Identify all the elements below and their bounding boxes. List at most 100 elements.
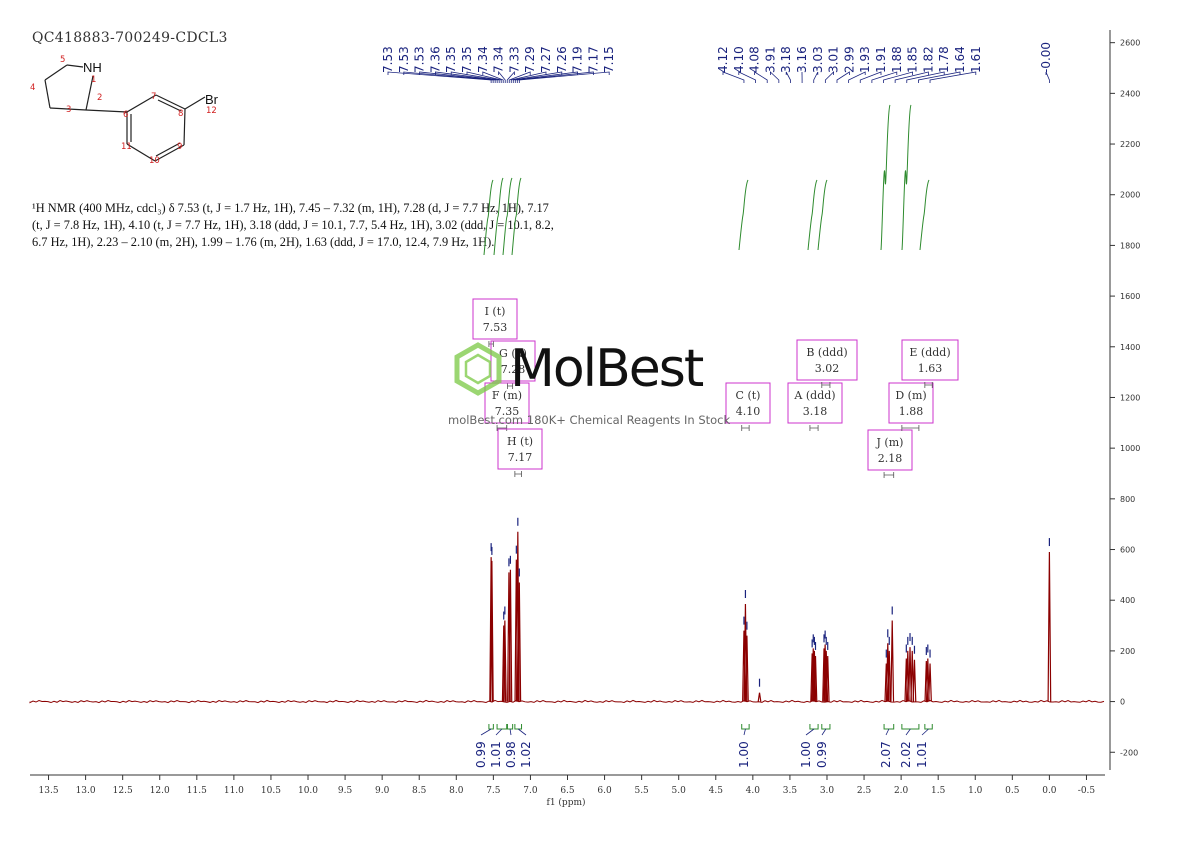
peak-label: 4.10: [732, 46, 746, 73]
multiplet-range-bracket: [901, 425, 920, 431]
multiplet-open-paren: (: [517, 435, 525, 448]
multiplet-shift: 1.88: [899, 405, 924, 418]
peak-label-leader: [512, 71, 563, 83]
integral-curve: [738, 179, 749, 251]
spectrum-peak: [745, 635, 749, 702]
y-tick-label: 600: [1120, 546, 1135, 555]
x-tick-label: 10.0: [298, 786, 318, 796]
peak-label: 4.08: [748, 46, 762, 73]
integral-bracket: [821, 724, 831, 730]
peak-label-leader: [848, 71, 866, 83]
peak-label: 7.29: [523, 46, 537, 73]
integral-leader: [495, 728, 503, 736]
multiplet-letter: H: [507, 435, 517, 448]
peak-label: 7.34: [476, 46, 490, 73]
integral-bracket: [488, 724, 494, 730]
peak-label: 7.19: [571, 46, 585, 73]
x-tick-label: 9.0: [375, 786, 390, 796]
atom-label-9: 9: [177, 142, 182, 152]
peak-label: 7.34: [492, 46, 506, 73]
multiplet-title: J (m): [876, 436, 904, 449]
multiplet-open-paren: (: [500, 389, 508, 402]
sample-id: QC418883-700249-CDCL3: [32, 30, 228, 46]
y-tick-label: 1200: [1120, 393, 1140, 402]
y-tick-label: 1400: [1120, 343, 1140, 352]
x-tick-label: 12.0: [150, 786, 170, 796]
atom-label-8: 8: [178, 109, 183, 119]
multiplet-shift: 4.10: [736, 405, 761, 418]
atom-label-6: 6: [123, 110, 128, 120]
peak-label: 1.64: [953, 46, 967, 73]
multiplet-title: F (m): [492, 389, 522, 402]
x-tick-label: 8.5: [412, 786, 427, 796]
multiplet-letter: B: [806, 346, 814, 359]
integral-curve: [817, 179, 828, 251]
y-tick-label: 2600: [1120, 39, 1140, 48]
peak-label-leader: [482, 71, 504, 83]
multiplet-b: B (ddd)3.02: [796, 339, 858, 388]
spectrum-peak: [887, 650, 892, 702]
y-tick-label: 200: [1120, 647, 1135, 656]
multiplet-shift: 7.53: [483, 321, 508, 334]
multiplet-shift: 7.35: [495, 405, 520, 418]
multiplet-close-paren: ): [843, 346, 847, 359]
y-ticks: -200 0 200 400 600 800 1000 1200 1400 1600 1800 200…: [1110, 39, 1140, 757]
y-tick-label: -200: [1120, 748, 1138, 757]
peak-label-leader: [435, 71, 498, 83]
y-tick-label: 1600: [1120, 292, 1140, 301]
integral-curve: [483, 179, 494, 256]
spectrum-peaks: [489, 531, 1052, 702]
integral-leader: [921, 728, 929, 736]
multiplet-open-paren: (: [508, 347, 516, 360]
multiplet-range-bracket: [507, 383, 514, 389]
multiplet-close-paren: ): [899, 436, 903, 449]
integral-value: 2.02: [899, 741, 913, 768]
spectrum-peak: [825, 655, 830, 702]
peak-label: 1.91: [874, 46, 888, 73]
multiplet-title: E (ddd): [909, 346, 950, 359]
x-tick-label: 11.5: [187, 786, 207, 796]
multiplet-box: [901, 339, 959, 381]
structure-bonds: [44, 64, 206, 162]
br-label: Br: [205, 92, 219, 107]
multiplet-open-paren: (: [881, 436, 889, 449]
y-tick-label: 2400: [1120, 89, 1140, 98]
peak-label-leader: [498, 70, 506, 83]
atom-numbers: 1 2 3 4 5 6 7 8 9 10 11 12: [30, 55, 217, 166]
peak-label: 3.01: [827, 46, 841, 73]
multiplet-letter: E: [909, 346, 917, 359]
peak-label-leader: [387, 71, 492, 83]
multiplet-close-paren: ): [946, 346, 950, 359]
x-tick-label: 13.0: [76, 786, 96, 796]
peak-label-leader: [510, 71, 547, 83]
peak-label-leader: [836, 71, 850, 83]
nmr-description: ¹H NMR (400 MHz, cdcl₃) δ 7.53 (t, J = 1…: [32, 200, 612, 251]
peak-label-leader: [1045, 71, 1050, 83]
spectrum-peak: [912, 659, 917, 702]
integral-bracket: [901, 724, 920, 730]
peak-label-leader: [419, 71, 496, 83]
integral-curve: [807, 179, 818, 251]
spectrum-peak: [517, 582, 522, 702]
multiplet-box: [725, 382, 771, 424]
multiplet-shift: 7.28: [501, 363, 526, 376]
multiplet-close-paren: ): [523, 347, 527, 360]
peak-label-leader: [859, 71, 882, 83]
multiplet-g: G (d) 7.28: [490, 340, 536, 389]
x-tick-label: 2.0: [894, 786, 909, 796]
multiplet-open-paren: (: [744, 389, 752, 402]
spectrum-peak: [757, 692, 762, 702]
x-tick-label: 2.5: [857, 786, 872, 796]
peak-label: 1.93: [858, 46, 872, 73]
x-tick-label: 1.5: [931, 786, 946, 796]
multiplet-box: [484, 382, 530, 424]
integral-curve: [493, 177, 504, 256]
multiplet-range-bracket: [883, 472, 895, 478]
multiplet-i: I (t) 7.53: [472, 298, 518, 347]
y-tick-label: 1000: [1120, 444, 1140, 453]
x-tick-label: 3.5: [783, 786, 798, 796]
multiplet-type: ddd: [925, 346, 946, 359]
y-tick-label: 1800: [1120, 241, 1140, 250]
multiplet-type: ddd: [822, 346, 843, 359]
